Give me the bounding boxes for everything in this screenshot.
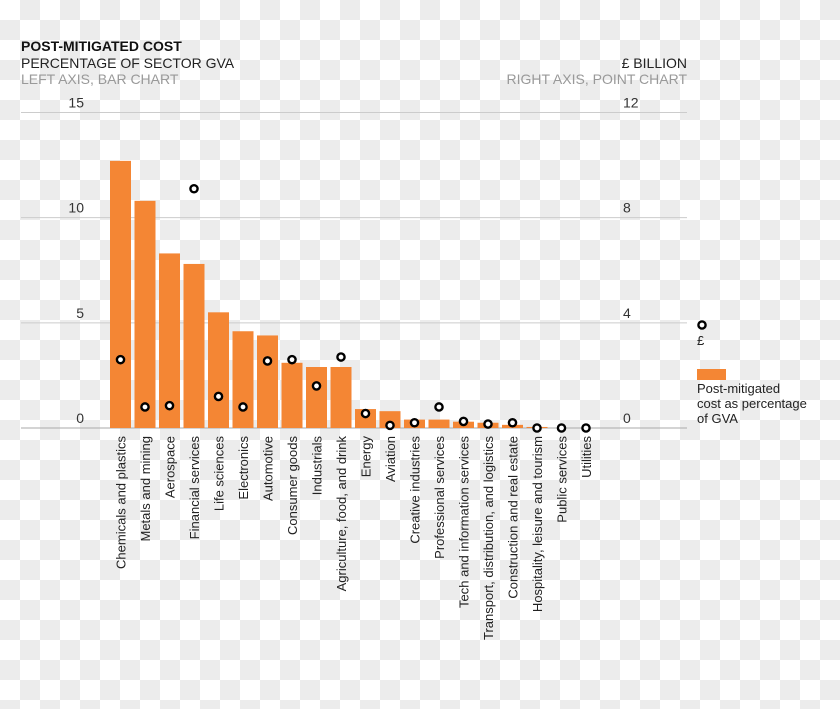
bar (306, 367, 327, 428)
left-axis-note: LEFT AXIS, BAR CHART (21, 71, 179, 87)
bar (183, 263, 205, 428)
category-label: Tech and information services (457, 436, 472, 608)
bar (428, 419, 450, 428)
category-label: Public services (555, 436, 570, 523)
legend-point-icon (697, 320, 707, 330)
data-point (409, 417, 420, 428)
data-point (164, 400, 175, 411)
data-point (262, 356, 273, 366)
bar (232, 331, 254, 428)
right-tick-label: 12 (623, 95, 639, 111)
left-tick-label: 10 (68, 200, 84, 216)
category-label: Industrials (310, 436, 325, 496)
bar (330, 367, 352, 428)
right-axis-note: RIGHT AXIS, POINT CHART (506, 71, 687, 87)
right-tick-label: 8 (623, 200, 631, 216)
chart-title: POST-MITIGATED COST (21, 38, 182, 54)
category-label: Hospitality, leisure and tourism (530, 436, 545, 612)
left-tick-label: 5 (76, 305, 84, 321)
data-point (507, 417, 518, 428)
bar (208, 312, 229, 428)
data-point (213, 391, 224, 402)
right-tick-label: 4 (623, 305, 631, 321)
data-point (287, 354, 297, 365)
bar (355, 409, 376, 428)
legend-bars-label-3: of GVA (697, 411, 738, 426)
bar (134, 200, 156, 428)
bar (379, 411, 401, 428)
category-label: Automotive (261, 436, 276, 501)
data-point (434, 402, 444, 412)
legend-bar-swatch (697, 369, 726, 380)
data-point (238, 402, 248, 412)
category-label: Energy (359, 436, 374, 478)
right-axis-unit: £ BILLION (621, 55, 687, 71)
category-label: Consumer goods (285, 436, 300, 535)
data-point (532, 423, 542, 433)
data-point (385, 420, 395, 431)
data-point (336, 352, 346, 362)
bar (257, 335, 278, 428)
category-label: Financial services (187, 436, 202, 540)
category-label: Transport, distribution, and logistics (481, 436, 496, 641)
category-label: Professional services (432, 436, 447, 559)
bar (159, 253, 180, 428)
data-point (458, 416, 469, 427)
data-point (581, 423, 591, 433)
category-label: Electronics (236, 436, 251, 500)
chart-subtitle: PERCENTAGE OF SECTOR GVA (21, 55, 235, 71)
category-label: Utilities (579, 436, 594, 478)
data-point (483, 419, 493, 429)
data-point (360, 408, 371, 419)
category-label: Life sciences (212, 436, 227, 512)
category-label: Metals and mining (138, 436, 153, 542)
data-point (311, 381, 322, 391)
data-point (115, 354, 126, 365)
left-tick-label: 0 (76, 410, 84, 426)
category-label: Creative industries (408, 436, 423, 544)
category-label: Agriculture, food, and drink (334, 436, 349, 592)
category-label: Aerospace (163, 436, 178, 498)
bar (281, 362, 303, 428)
data-point (556, 423, 567, 433)
data-point (140, 402, 150, 412)
right-tick-label: 0 (623, 410, 631, 426)
category-label: Construction and real estate (506, 436, 521, 599)
legend-points-label: £ (697, 333, 705, 348)
legend-bars-label-2: cost as percentage (697, 396, 807, 411)
legend-bars-label-1: Post-mitigated (697, 381, 781, 396)
category-label: Chemicals and plastics (114, 436, 129, 569)
category-label: Aviation (383, 436, 398, 482)
data-point (189, 183, 199, 194)
left-tick-label: 15 (68, 95, 84, 111)
bar (110, 160, 131, 429)
